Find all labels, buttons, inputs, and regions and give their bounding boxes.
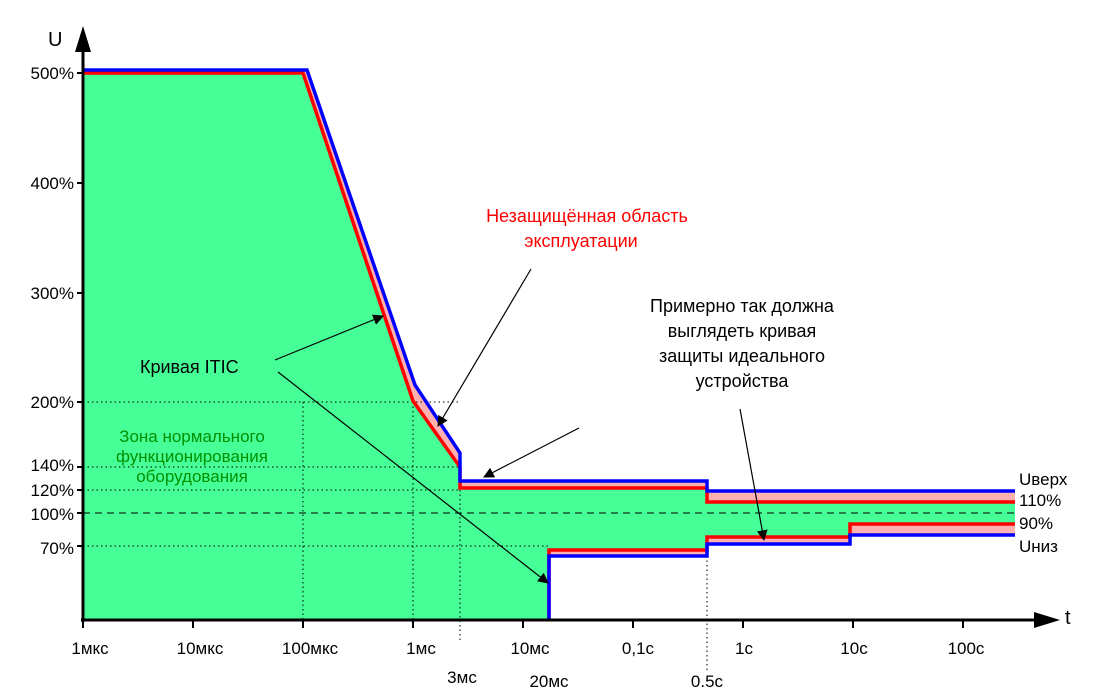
annotation-unprotected: Незащищённая область эксплуатации: [486, 206, 688, 251]
y-tick-label: 70%: [40, 539, 74, 558]
svg-text:выглядеть кривая: выглядеть кривая: [668, 321, 817, 341]
x-tick-labels: 1мкс 10мкс 100мкс 1мс 10мс 0,1с 1с 10с 1…: [71, 639, 985, 691]
annotation-arrows: [274, 268, 768, 584]
itic-curve-lower: [547, 522, 1015, 619]
x-axis-label: t: [1065, 607, 1071, 629]
annotation-itic: Кривая ITIC: [140, 357, 239, 377]
gridlines: [83, 401, 708, 670]
y-tick-label: 200%: [31, 393, 74, 412]
arrow-unprotected-to-plateau: [483, 427, 580, 478]
svg-text:оборудования: оборудования: [136, 467, 248, 486]
x-tick-label: 10с: [840, 639, 868, 658]
svg-text:Примерно так должна: Примерно так должна: [650, 296, 835, 316]
label-110: 110%: [1019, 491, 1061, 510]
x-tick-label: 100с: [948, 639, 985, 658]
normal-zone-area: [83, 73, 1015, 619]
svg-text:устройства: устройства: [696, 371, 790, 391]
right-limit-labels: Uверх 110% 90% Uниз: [1019, 470, 1068, 556]
arrow-itic-to-20ms: [277, 371, 549, 584]
y-tick-label: 120%: [31, 481, 74, 500]
y-tick-marks: [77, 72, 83, 547]
svg-text:Незащищённая область: Незащищённая область: [486, 206, 688, 226]
x-tick-label: 10мс: [510, 639, 550, 658]
x-tick-label: 1мс: [406, 639, 436, 658]
y-tick-label: 500%: [31, 64, 74, 83]
label-90: 90%: [1019, 514, 1053, 533]
x-tick-label-extra: 0.5с: [691, 672, 724, 691]
ideal-curve-lower: [547, 533, 1015, 619]
y-tick-label: 140%: [31, 456, 74, 475]
x-tick-label-extra: 3мс: [447, 668, 477, 687]
arrow-itic-to-curve: [274, 314, 385, 361]
axes: [81, 48, 1045, 622]
annotation-normal-zone: Зона нормального функционирования оборуд…: [116, 427, 268, 486]
svg-text:функционирования: функционирования: [116, 447, 268, 466]
svg-text:эксплуатации: эксплуатации: [524, 231, 637, 251]
x-tick-label: 1с: [735, 639, 753, 658]
x-tick-label: 1мкс: [71, 639, 109, 658]
y-axis-label: U: [48, 29, 62, 51]
annotation-ideal: Примерно так должна выглядеть кривая защ…: [650, 296, 835, 391]
svg-text:Зона нормального: Зона нормального: [119, 427, 265, 446]
y-axis-arrow: [75, 26, 91, 52]
arrow-ideal-to-lower: [739, 408, 768, 542]
u-upper-label: Uверх: [1019, 470, 1068, 489]
y-tick-label: 100%: [31, 505, 74, 524]
x-tick-label-extra: 20мс: [529, 672, 569, 691]
u-lower-label: Uниз: [1019, 537, 1058, 556]
x-tick-label: 10мкс: [177, 639, 224, 658]
svg-text:защиты идеального: защиты идеального: [659, 346, 825, 366]
y-tick-labels: 500% 400% 300% 200% 140% 120% 100% 70%: [31, 64, 74, 558]
x-tick-label: 100мкс: [282, 639, 339, 658]
ideal-curve-upper: [83, 68, 1015, 493]
y-tick-label: 400%: [31, 174, 74, 193]
y-tick-label: 300%: [31, 284, 74, 303]
x-tick-marks: [82, 620, 964, 628]
x-tick-label: 0,1с: [622, 639, 655, 658]
x-axis-arrow: [1034, 612, 1060, 628]
arrow-unprotected-to-slope: [437, 268, 532, 427]
